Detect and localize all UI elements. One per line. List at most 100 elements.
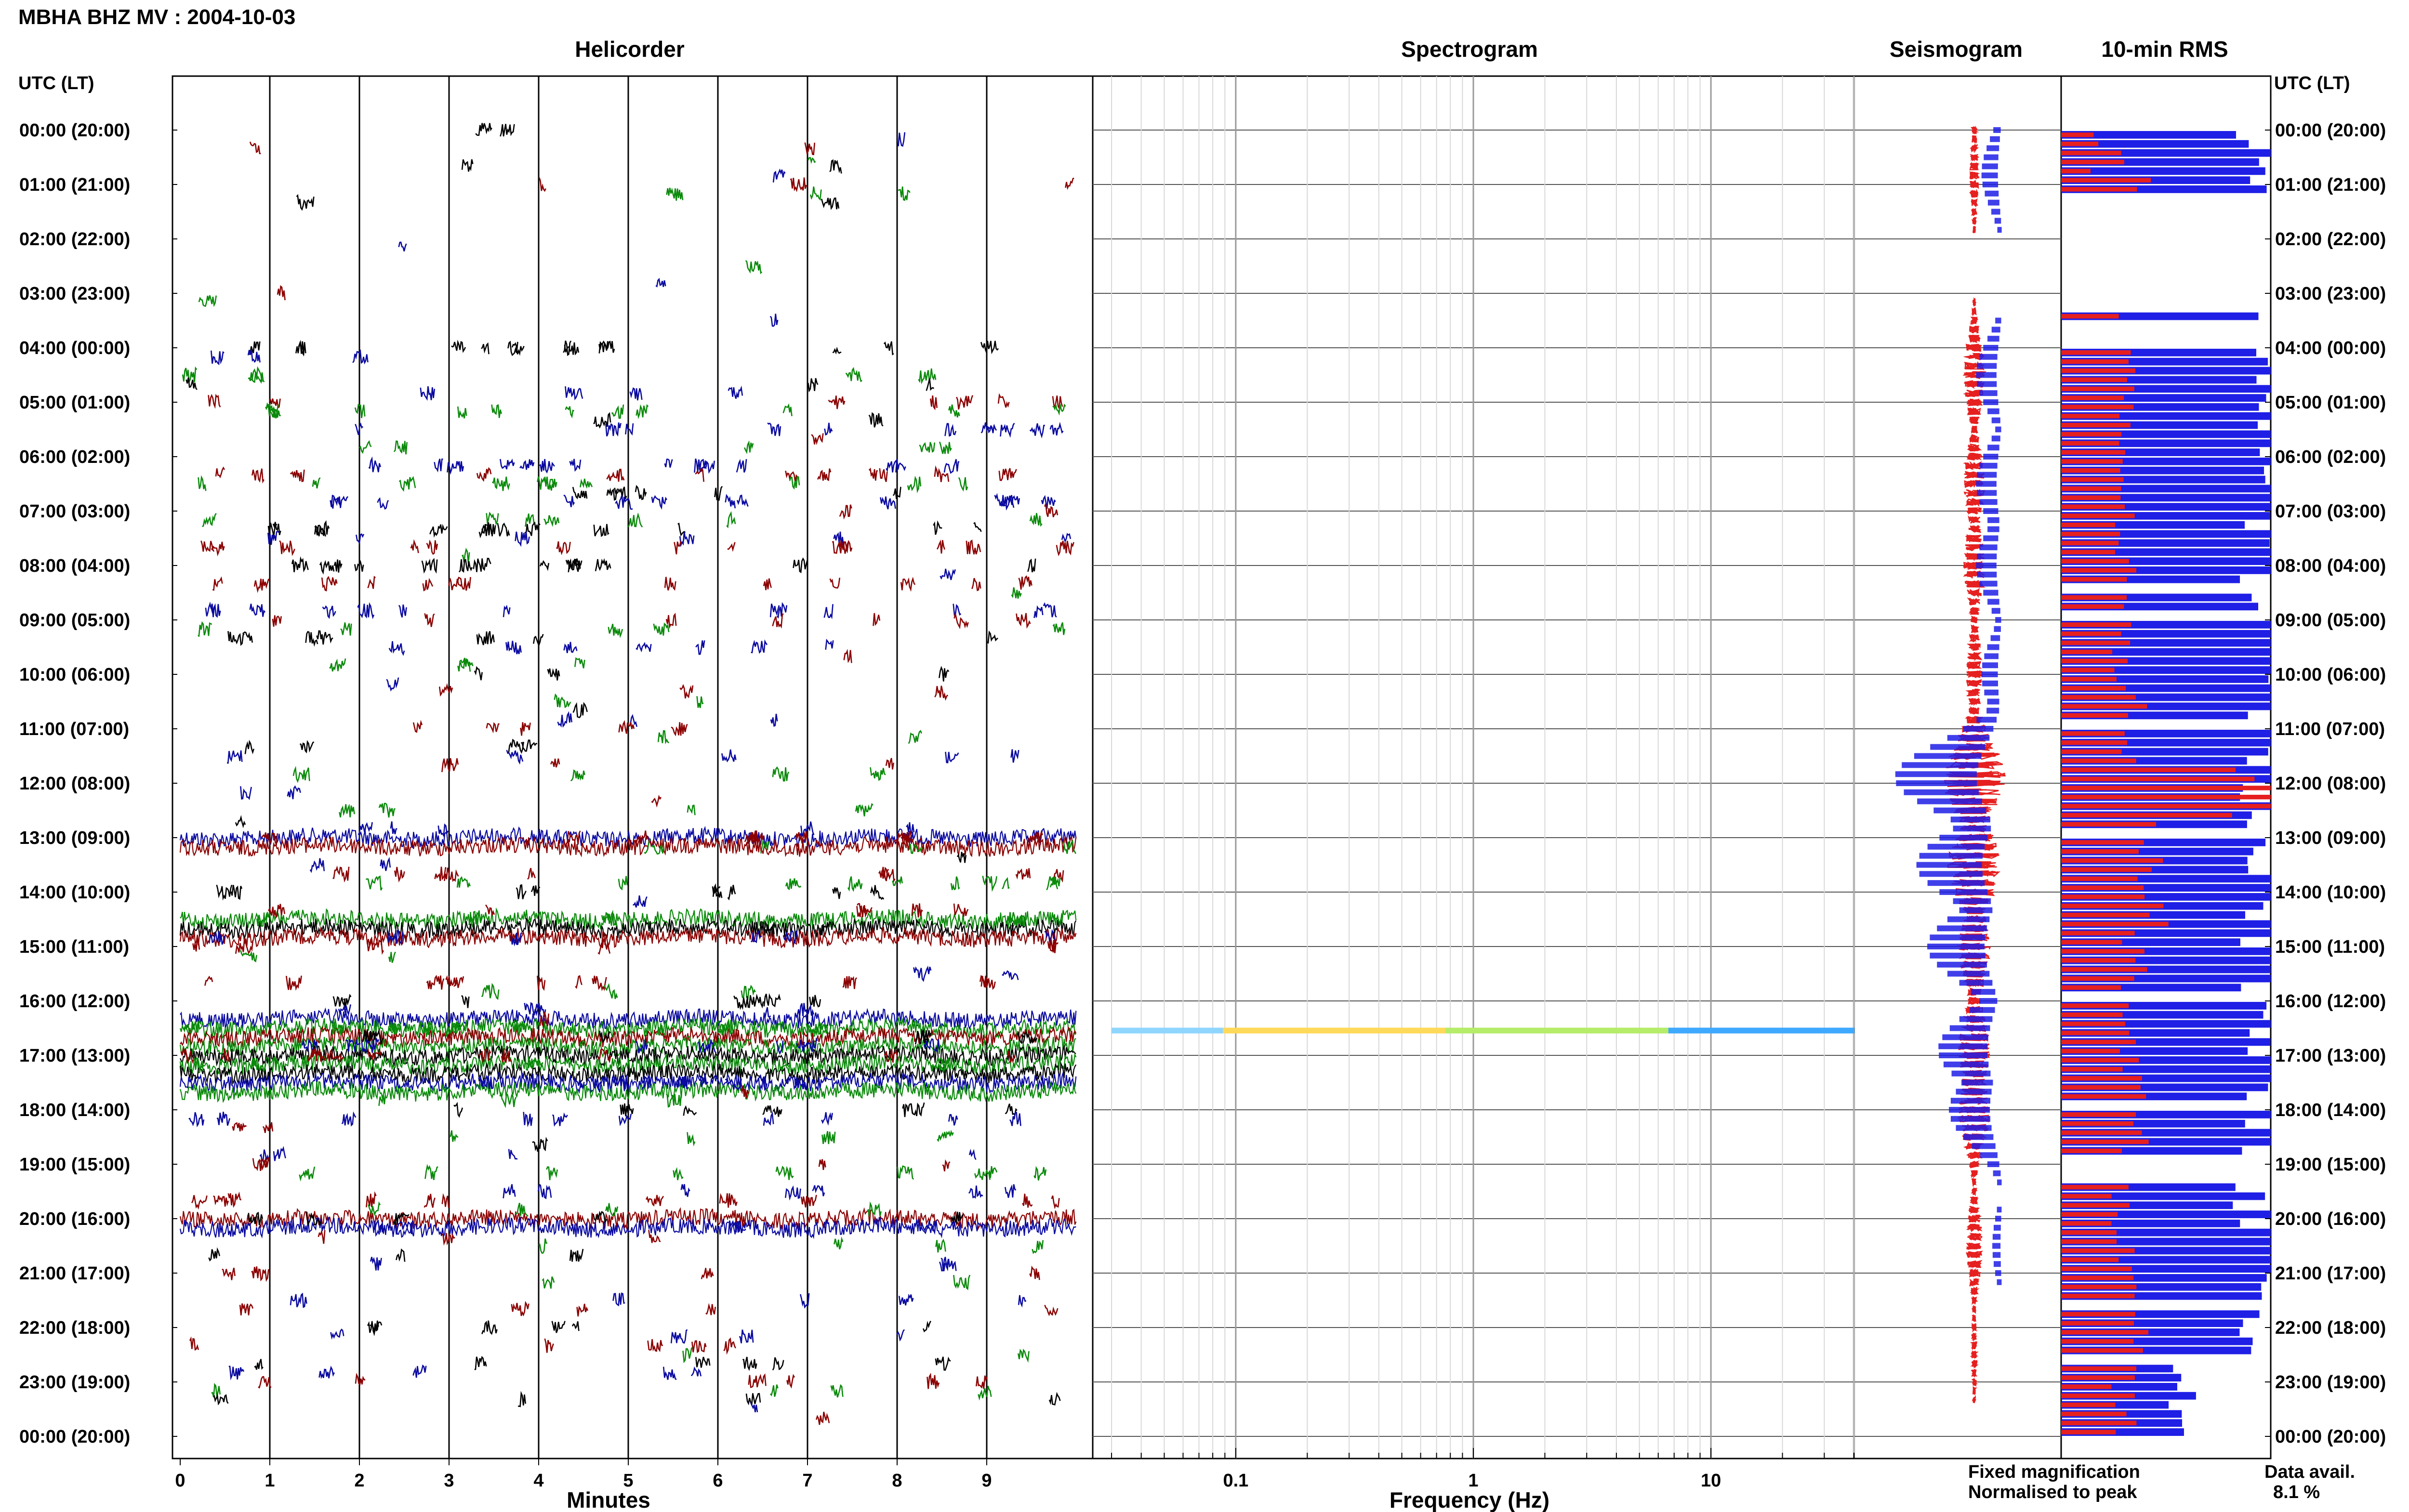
- time-label-left: 20:00 (16:00): [19, 1209, 130, 1229]
- rms-bar-normalised: [2061, 604, 2124, 609]
- rms-bar-normalised: [2061, 142, 2099, 146]
- helicorder-trace-segment: [341, 1111, 357, 1127]
- helicorder-trace-segment: [271, 1055, 279, 1073]
- rms-bar-normalised: [2061, 1194, 2112, 1199]
- helicorder-trace-segment: [931, 1057, 950, 1072]
- helicorder-trace-segment: [648, 1230, 661, 1243]
- seismogram-normalised-trace: [1968, 334, 1981, 343]
- seismogram-fixed-trace: [1959, 907, 1993, 913]
- seismogram-fixed-trace: [1987, 644, 1999, 650]
- rms-bar-normalised: [2061, 450, 2126, 455]
- data-availability-value: 8.1 %: [2273, 1482, 2320, 1502]
- seismogram-fixed-trace: [1949, 1025, 1990, 1031]
- seismogram-fixed-trace: [1937, 961, 1987, 968]
- helicorder-trace-segment: [261, 832, 278, 847]
- seismogram-fixed-trace: [1916, 862, 1982, 868]
- spectrogram-band: [1112, 1027, 1125, 1034]
- seismogram-normalised-trace: [1966, 669, 1983, 678]
- helicorder-trace-segment: [1006, 912, 1024, 926]
- seismogram-fixed-trace: [1927, 944, 1985, 949]
- helicorder-trace-segment: [525, 513, 535, 527]
- helicorder-trace-segment: [437, 823, 449, 838]
- minute-tick-label: 6: [713, 1471, 723, 1491]
- rms-bar-normalised: [2061, 314, 2119, 319]
- helicorder-trace-segment: [296, 194, 315, 211]
- rms-bar-normalised: [2061, 377, 2128, 382]
- helicorder-trace-segment: [506, 749, 524, 765]
- helicorder-trace-segment: [1043, 602, 1057, 618]
- helicorder-trace-segment: [1011, 587, 1022, 599]
- time-label-left: 13:00 (09:00): [19, 828, 130, 848]
- spectrogram-band: [1792, 1027, 1805, 1034]
- helicorder-trace-segment: [441, 1193, 450, 1208]
- seismogram-fixed-trace: [1997, 227, 2002, 233]
- helicorder-trace-segment: [468, 911, 483, 927]
- seismogram-normalised-trace: [1971, 1304, 1977, 1315]
- seismogram-fixed-trace: [1970, 1007, 1995, 1013]
- helicorder-trace-segment: [942, 1159, 951, 1171]
- helicorder-trace-segment: [461, 548, 470, 564]
- seismogram-normalised-trace: [1967, 443, 1982, 452]
- helicorder-trace-segment: [746, 993, 764, 1009]
- helicorder-trace-segment: [769, 314, 779, 327]
- helicorder-trace-segment: [945, 751, 959, 763]
- seismogram-fixed-trace: [1971, 989, 1996, 995]
- helicorder-trace-segment: [918, 368, 937, 385]
- helicorder-trace-segment: [723, 1337, 736, 1355]
- helicorder-trace-segment: [461, 995, 470, 1008]
- helicorder-trace-segment: [354, 560, 364, 572]
- helicorder-trace-segment: [940, 568, 956, 580]
- seismogram-normalised-trace: [1969, 316, 1979, 325]
- seismogram-normalised-trace: [1971, 1378, 1978, 1387]
- helicorder-trace-segment: [982, 876, 997, 892]
- seismogram-fixed-trace: [1956, 1089, 1992, 1095]
- helicorder-trace-segment: [1000, 422, 1015, 438]
- helicorder-trace-segment: [368, 1201, 381, 1217]
- spectrogram-band: [1161, 1027, 1174, 1034]
- helicorder-trace-segment: [298, 341, 305, 355]
- helicorder-trace-segment: [630, 714, 638, 727]
- seismogram-fixed-trace: [1977, 571, 1997, 578]
- helicorder-trace-segment: [927, 1372, 940, 1389]
- helicorder-trace-segment: [914, 1028, 929, 1045]
- rms-bar-normalised: [2061, 595, 2127, 600]
- helicorder-trace-segment: [980, 975, 990, 988]
- helicorder-trace-segment: [980, 341, 999, 355]
- seismogram-fixed-trace: [1993, 1224, 2001, 1231]
- helicorder-trace-row: [179, 1016, 1076, 1039]
- helicorder-trace-segment: [958, 477, 968, 492]
- helicorder-trace-segment: [460, 658, 471, 672]
- frequency-tick-label: 10: [1701, 1471, 1721, 1491]
- rms-bar-normalised: [2061, 940, 2122, 945]
- helicorder-trace-segment: [966, 539, 981, 555]
- seismogram-fixed-trace: [1977, 490, 1997, 496]
- helicorder-trace-segment: [725, 1078, 742, 1091]
- helicorder-trace-segment: [476, 631, 495, 645]
- seismogram-fixed-trace: [1991, 209, 2000, 215]
- rms-bar-normalised: [2061, 1339, 2134, 1344]
- rms-bar-normalised: [2061, 976, 2134, 981]
- minute-tick-label: 5: [623, 1471, 633, 1491]
- seismogram-fixed-trace: [1976, 372, 1997, 378]
- helicorder-trace-segment: [309, 858, 325, 873]
- helicorder-trace-segment: [286, 975, 302, 991]
- seismogram-normalised-trace: [1968, 697, 1981, 706]
- helicorder-trace-segment: [821, 197, 840, 210]
- helicorder-trace-segment: [532, 1136, 548, 1152]
- seismogram-normalised-trace: [1965, 507, 1982, 515]
- rms-bar-normalised: [2061, 1330, 2149, 1335]
- helicorder-trace-segment: [481, 983, 500, 1000]
- helicorder-trace-segment: [478, 1048, 491, 1063]
- helicorder-trace-segment: [930, 395, 938, 410]
- helicorder-trace-segment: [572, 486, 588, 500]
- time-label-left: 23:00 (19:00): [19, 1372, 130, 1393]
- helicorder-trace-segment: [948, 1114, 958, 1126]
- helicorder-trace-segment: [575, 1079, 585, 1089]
- rms-bar-normalised: [2061, 169, 2091, 173]
- rms-bar-normalised: [2061, 1230, 2117, 1235]
- helicorder-trace-segment: [537, 975, 546, 991]
- helicorder-trace-segment: [575, 975, 582, 989]
- seismogram-fixed-trace: [1930, 952, 1985, 959]
- helicorder-trace-segment: [728, 385, 743, 399]
- helicorder-trace-segment: [680, 1184, 690, 1197]
